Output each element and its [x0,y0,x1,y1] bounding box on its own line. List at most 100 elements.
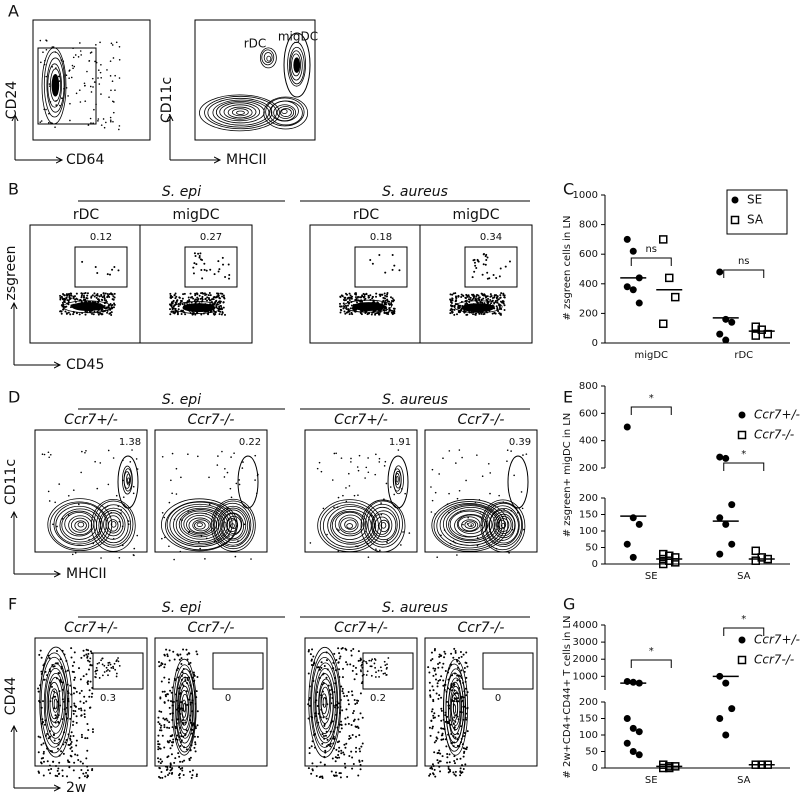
contour [322,504,377,548]
event-dot [180,309,183,312]
data-point [623,423,631,431]
event-dot [165,769,168,772]
event-dot [58,80,61,82]
event-dot [172,738,175,741]
event-dot [55,99,57,102]
event-dot [65,74,68,77]
data-point [635,728,643,736]
event-dot [193,674,196,677]
event-dot [68,294,71,297]
event-dot [62,743,65,746]
event-dot [347,703,350,706]
event-dot [80,689,83,692]
contour [313,662,338,744]
event-dot [205,537,208,540]
plot-title: Ccr7-/- [458,412,505,428]
event-dot [67,692,70,695]
event-dot [355,735,358,738]
event-dot [84,313,87,316]
event-dot [78,776,81,779]
event-dot [165,717,168,720]
event-dot [107,669,109,671]
event-dot [110,311,113,314]
event-dot [498,305,501,308]
event-dot [64,310,67,313]
event-dot [449,309,452,312]
event-dot [179,518,182,521]
event-dot [462,523,464,526]
event-dot [198,256,201,259]
event-dot [335,452,337,455]
event-dot [319,775,322,778]
event-dot [47,768,50,771]
event-dot [52,523,54,526]
event-dot [375,295,378,298]
event-dot [196,676,199,679]
event-dot [177,676,180,679]
event-dot [163,723,166,726]
event-dot [321,742,324,745]
event-dot [469,296,472,299]
event-dot [335,748,338,751]
event-dot [45,48,48,51]
event-dot [387,313,390,316]
event-dot [46,747,49,750]
event-dot [193,735,196,738]
event-dot [101,308,104,311]
contour [219,102,261,122]
event-dot [88,695,91,698]
event-dot [453,728,456,731]
event-dot [435,739,438,742]
event-dot [446,720,449,723]
event-dot [496,307,499,310]
event-dot [336,528,338,530]
event-dot [204,558,206,560]
event-dot [455,296,458,299]
event-dot [381,293,384,296]
event-dot [433,751,436,754]
event-dot [464,716,467,719]
event-dot [181,767,184,770]
event-dot [432,764,435,767]
event-dot [191,769,194,772]
event-dot [429,695,432,698]
event-dot [480,292,483,295]
event-dot [55,677,58,680]
event-dot [180,678,183,681]
event-dot [460,296,463,299]
event-dot [55,104,58,106]
event-dot [111,268,114,271]
event-dot [78,89,81,91]
event-dot [91,692,94,695]
event-dot [157,760,160,763]
event-dot [215,303,218,306]
event-dot [477,294,480,297]
event-dot [344,766,347,769]
panel-label: D [8,388,20,407]
event-dot [382,296,385,299]
event-dot [462,696,465,699]
event-dot [434,667,437,670]
event-dot [215,306,218,309]
event-dot [457,674,460,677]
event-dot [43,663,46,666]
event-dot [453,726,456,729]
event-dot [360,670,362,673]
event-dot [56,769,59,772]
event-dot [366,312,369,315]
event-dot [350,750,353,753]
event-dot [160,724,163,727]
event-dot [167,773,170,776]
event-dot [453,689,456,692]
x-tick-label: SE [645,775,658,786]
event-dot [63,653,66,656]
event-dot [490,302,493,305]
event-dot [171,718,174,721]
contour [291,53,301,77]
contour [433,501,505,551]
event-dot [352,709,355,712]
event-dot [496,296,499,299]
event-dot [44,734,47,737]
event-dot [67,303,70,306]
event-dot [62,60,65,63]
